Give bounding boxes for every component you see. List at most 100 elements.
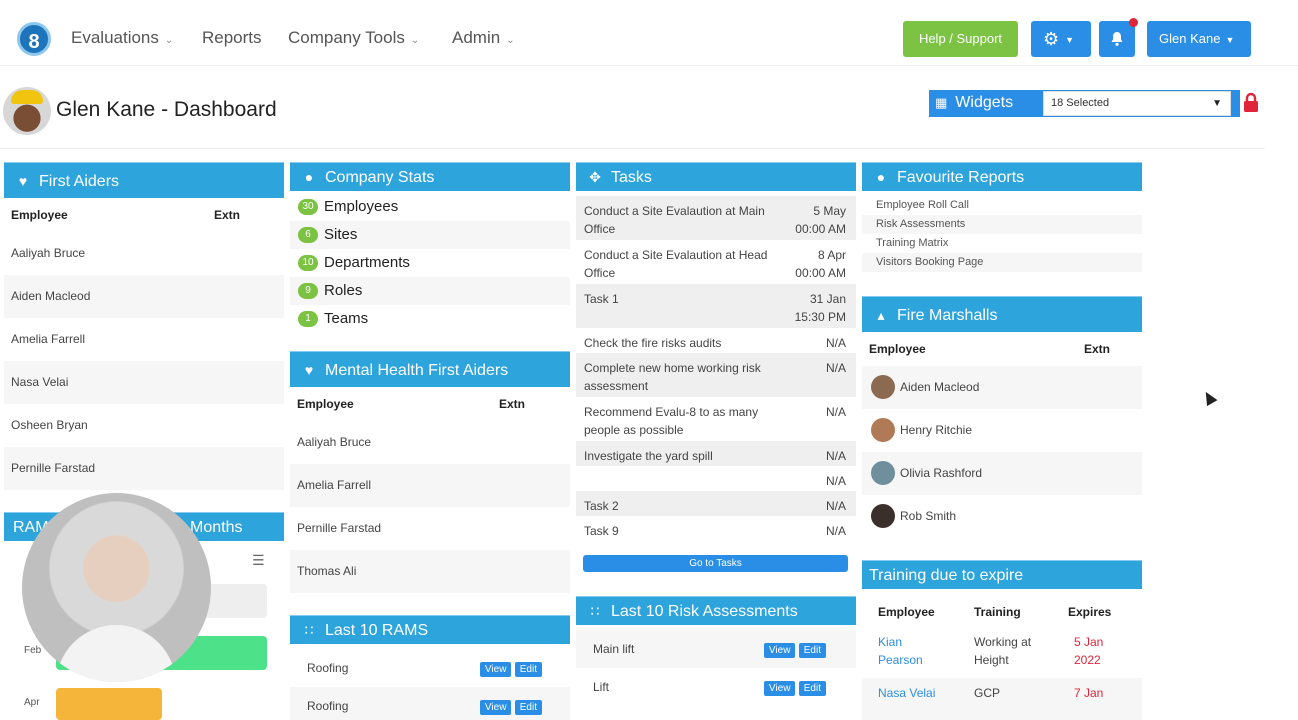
user-icon: ● <box>876 169 886 185</box>
risk-assessments-panel: ∷ Last 10 Risk Assessments Main lift View… <box>576 596 856 720</box>
report-link[interactable]: Risk Assessments <box>862 215 1142 234</box>
task-row[interactable]: Investigate the yard spill N/A <box>576 441 856 466</box>
chevron-down-icon: ⌄ <box>410 35 420 46</box>
stat-row[interactable]: 10 Departments <box>290 249 570 277</box>
table-row: Pernille Farstad <box>4 447 284 490</box>
task-row[interactable]: Conduct a Site Evalaution at Head Office… <box>584 248 846 280</box>
avatar <box>871 504 895 528</box>
user-menu-button[interactable]: Glen Kane ▼ <box>1147 21 1251 57</box>
employee-link[interactable]: Kian Pearson <box>878 635 923 667</box>
edit-button[interactable]: Edit <box>798 643 826 658</box>
mental-health-panel: ♥ Mental Health First Aiders Employee Ext… <box>290 351 570 593</box>
nav-reports[interactable]: Reports <box>202 28 262 47</box>
panel-header: ● Company Stats <box>290 162 570 191</box>
view-button[interactable]: View <box>479 700 512 715</box>
table-row: Aiden Macleod <box>4 275 284 318</box>
stat-row[interactable]: 6 Sites <box>290 221 570 249</box>
page-title: Glen Kane - Dashboard <box>56 98 277 121</box>
task-row[interactable]: Task 2 N/A <box>576 491 856 516</box>
count-badge: 30 <box>298 199 318 216</box>
company-stats-panel: ● Company Stats 30 Employees 6 Sites 10 Depa… <box>290 162 570 337</box>
grid-icon: ▦ <box>935 95 948 110</box>
panel-header: ♥ Mental Health First Aiders <box>290 351 570 387</box>
settings-button[interactable]: ⚙ ▼ <box>1031 21 1091 57</box>
chevron-down-icon: ▼ <box>1225 35 1235 45</box>
table-row: Henry Ritchie <box>862 409 1142 452</box>
menu-icon[interactable]: ☰ <box>252 552 265 568</box>
table-row: Amelia Farrell <box>290 464 570 507</box>
task-row[interactable]: N/A <box>825 474 846 488</box>
avatar <box>871 418 895 442</box>
count-badge: 9 <box>298 283 318 300</box>
widgets-label: ▦ Widgets <box>935 94 1014 111</box>
panel-header: ▴ Fire Marshalls <box>862 296 1142 332</box>
count-badge: 1 <box>298 311 318 328</box>
stat-row[interactable]: 1 Teams <box>290 305 570 333</box>
table-row: Aiden Macleod <box>862 366 1142 409</box>
chevron-down-icon: ▼ <box>1065 35 1075 46</box>
edit-button[interactable]: Edit <box>514 700 542 715</box>
mouse-cursor <box>1200 388 1218 407</box>
view-button[interactable]: View <box>763 681 796 696</box>
nav-admin[interactable]: Admin ⌄ <box>452 28 515 47</box>
report-link[interactable]: Visitors Booking Page <box>862 253 1142 272</box>
help-support-button[interactable]: Help / Support <box>903 21 1018 57</box>
table-row: Kian Pearson Working at Height 5 Jan 2022 <box>878 635 1104 667</box>
edit-button[interactable]: Edit <box>514 662 542 677</box>
table-row: Rob Smith <box>862 495 1142 538</box>
table-row: Pernille Farstad <box>297 521 382 535</box>
table-header: Employee Extn <box>869 342 1111 356</box>
evalu8-logo[interactable]: 8 <box>17 22 51 56</box>
widgets-select[interactable]: 18 Selected ▼ <box>1043 91 1231 116</box>
notifications-button[interactable] <box>1099 21 1135 57</box>
heart-pulse-icon: ♥ <box>18 173 28 189</box>
first-aiders-panel: ♥ First Aiders Employee Extn Aaliyah Bruc… <box>4 162 284 492</box>
divider <box>0 148 1265 149</box>
user-icon: ● <box>304 169 314 185</box>
task-row[interactable]: Conduct a Site Evalaution at Main Office… <box>576 196 856 240</box>
tasks-panel: ✥ Tasks Conduct a Site Evalaution at Main… <box>576 162 856 577</box>
task-row[interactable]: Recommend Evalu-8 to as many people as p… <box>584 405 846 437</box>
view-button[interactable]: View <box>479 662 512 677</box>
last-rams-panel: ∷ Last 10 RAMS Roofing View Edit Roofing … <box>290 615 570 720</box>
avatar <box>3 87 51 135</box>
view-button[interactable]: View <box>763 643 796 658</box>
task-row[interactable]: Task 9 N/A <box>584 524 846 538</box>
stat-row[interactable]: 9 Roles <box>290 277 570 305</box>
chart-bar <box>56 688 162 720</box>
task-row[interactable]: Check the fire risks audits N/A <box>584 336 846 350</box>
table-header: Employee Extn <box>297 397 526 411</box>
avatar <box>871 375 895 399</box>
widgets-bar: ▦ Widgets 18 Selected ▼ <box>929 90 1240 117</box>
stat-row[interactable]: 30 Employees <box>290 193 570 221</box>
go-to-tasks-button[interactable]: Go to Tasks <box>583 555 848 572</box>
notification-dot <box>1129 18 1138 27</box>
nav-evaluations[interactable]: Evaluations ⌄ <box>71 28 174 47</box>
employee-link[interactable]: Nasa Velai <box>878 686 936 700</box>
list-item: Lift View Edit <box>576 668 856 706</box>
count-badge: 10 <box>298 255 318 272</box>
lock-icon[interactable] <box>1243 92 1259 112</box>
panel-header: ♥ First Aiders <box>4 162 284 198</box>
axis-label: Feb <box>24 645 42 656</box>
report-link[interactable]: Employee Roll Call <box>876 199 969 211</box>
favourite-reports-panel: ● Favourite Reports Employee Roll Call Ri… <box>862 162 1142 274</box>
report-link[interactable]: Training Matrix <box>876 237 949 249</box>
task-row[interactable]: Complete new home working risk assessmen… <box>576 353 856 397</box>
fire-marshalls-panel: ▴ Fire Marshalls Employee Extn Aiden Macl… <box>862 296 1142 541</box>
bell-icon <box>1111 31 1123 46</box>
table-row: Amelia Farrell <box>11 332 86 346</box>
table-row: Olivia Rashford <box>862 452 1142 495</box>
task-row[interactable]: Task 1 31 Jan 15:30 PM <box>576 284 856 328</box>
edit-button[interactable]: Edit <box>798 681 826 696</box>
list-item: Roofing View Edit <box>290 687 570 720</box>
nav-company-tools[interactable]: Company Tools ⌄ <box>288 28 420 47</box>
panel-header: ∷ Last 10 Risk Assessments <box>576 596 856 625</box>
table-row: Aaliyah Bruce <box>11 246 86 260</box>
top-navbar: 8 Evaluations ⌄ Reports Company Tools ⌄ Ad… <box>0 0 1298 66</box>
table-row: Aaliyah Bruce <box>297 435 372 449</box>
axis-label: Apr <box>24 697 40 708</box>
table-row: Nasa Velai <box>4 361 284 404</box>
chevron-down-icon: ⌄ <box>506 35 515 46</box>
training-panel: Training due to expire Employee Training… <box>862 560 1142 720</box>
